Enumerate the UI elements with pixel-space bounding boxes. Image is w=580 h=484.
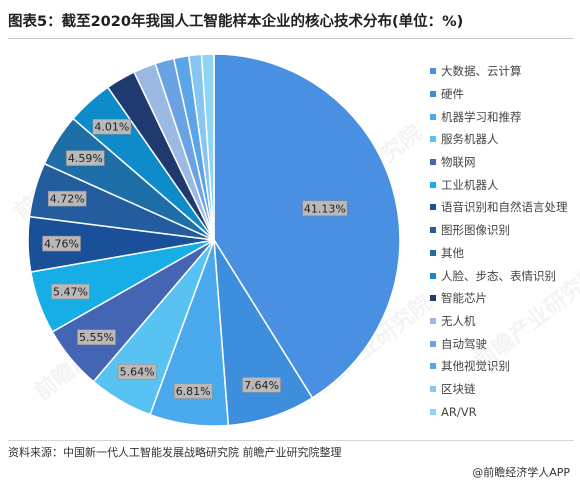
legend-swatch bbox=[430, 249, 436, 256]
data-label-box bbox=[77, 329, 116, 345]
title-divider bbox=[8, 38, 574, 39]
data-label-text: 4.72% bbox=[50, 193, 85, 206]
data-label: 7.64% bbox=[242, 377, 281, 393]
data-label-box bbox=[117, 363, 157, 380]
data-label-text: 5.55% bbox=[79, 331, 114, 344]
data-label: 5.64% bbox=[117, 363, 157, 380]
legend-label: 区块链 bbox=[441, 381, 476, 396]
legend-swatch bbox=[430, 181, 436, 188]
legend-swatch bbox=[430, 227, 436, 234]
legend-label: 工业机器人 bbox=[441, 177, 499, 192]
data-label: 6.81% bbox=[173, 383, 213, 399]
legend-swatch bbox=[430, 159, 436, 166]
legend-label: 语音识别和自然语言处理 bbox=[441, 200, 568, 215]
data-label-text: 4.59% bbox=[68, 152, 103, 165]
legend-swatch bbox=[430, 408, 436, 415]
legend-item: 物联网 bbox=[430, 151, 580, 174]
legend-swatch bbox=[430, 68, 436, 75]
legend-item: 无人机 bbox=[430, 310, 580, 333]
data-label: 4.59% bbox=[66, 150, 105, 166]
chart-title: 图表5：截至2020年我国人工智能样本企业的核心技术分布(单位：%) bbox=[8, 14, 464, 30]
legend-label: 大数据、云计算 bbox=[441, 64, 522, 79]
data-label-text: 5.64% bbox=[120, 366, 155, 379]
legend-label: 其他 bbox=[441, 245, 464, 260]
data-label-box bbox=[42, 235, 81, 252]
data-label-text: 7.64% bbox=[244, 379, 279, 392]
legend-label: 图形图像识别 bbox=[441, 223, 510, 238]
pie-slice bbox=[200, 53, 215, 241]
legend-swatch bbox=[430, 295, 436, 302]
legend-item: 其他 bbox=[430, 242, 580, 265]
data-label: 4.01% bbox=[92, 118, 132, 135]
legend-swatch bbox=[430, 91, 436, 98]
pie-chart: 41.13% 7.64% 6.81% 5.64% 5.55% 5.47% 4.76% 4.72… bbox=[27, 53, 401, 427]
brand-credit: @前瞻经济学人APP bbox=[472, 466, 570, 479]
data-label: 4.76% bbox=[42, 235, 81, 252]
data-label-box bbox=[242, 377, 281, 393]
legend-label: 硬件 bbox=[441, 87, 464, 102]
legend-swatch bbox=[430, 136, 436, 143]
legend-item: 图形图像识别 bbox=[430, 219, 580, 242]
data-label-text: 5.47% bbox=[53, 286, 88, 299]
data-label: 5.47% bbox=[51, 283, 90, 300]
data-label-box bbox=[92, 118, 132, 135]
data-label-box bbox=[173, 383, 213, 399]
legend-swatch bbox=[430, 385, 436, 392]
data-label-box bbox=[66, 150, 105, 166]
legend-item: 自动驾驶 bbox=[430, 332, 580, 355]
legend-item: 区块链 bbox=[430, 378, 580, 401]
legend-label: 其他视觉识别 bbox=[441, 359, 510, 374]
data-label: 5.55% bbox=[77, 329, 116, 345]
legend-item: 人脸、步态、表情识别 bbox=[430, 264, 580, 287]
legend-swatch bbox=[430, 113, 436, 120]
legend-label: 无人机 bbox=[441, 313, 476, 328]
footer-divider bbox=[8, 440, 574, 441]
legend-item: AR/VR bbox=[430, 400, 580, 423]
data-label: 41.13% bbox=[302, 200, 348, 217]
legend-label: 机器学习和推荐 bbox=[441, 109, 522, 124]
data-label-text: 4.76% bbox=[44, 238, 79, 251]
data-label-box bbox=[51, 283, 90, 300]
data-label: 4.72% bbox=[47, 190, 87, 207]
legend-swatch bbox=[430, 272, 436, 279]
legend-item: 语音识别和自然语言处理 bbox=[430, 196, 580, 219]
source-note: 资料来源：中国新一代人工智能发展战略研究院 前瞻产业研究院整理 bbox=[8, 446, 342, 459]
legend-item: 大数据、云计算 bbox=[430, 60, 580, 83]
legend-item: 智能芯片 bbox=[430, 287, 580, 310]
chart-legend: 大数据、云计算 硬件机器学习和推荐 服务机器人物联网工业机器人语音识别和自然语言处理… bbox=[430, 60, 580, 423]
legend-label: 智能芯片 bbox=[441, 291, 487, 306]
pie-slice bbox=[213, 53, 401, 399]
legend-label: AR/VR bbox=[441, 404, 477, 419]
legend-item: 硬件 bbox=[430, 83, 580, 106]
legend-label: 物联网 bbox=[441, 155, 476, 170]
legend-swatch bbox=[430, 363, 436, 370]
legend-swatch bbox=[430, 340, 436, 347]
data-label-text: 4.01% bbox=[94, 121, 129, 134]
legend-item: 其他视觉识别 bbox=[430, 355, 580, 378]
legend-item: 服务机器人 bbox=[430, 128, 580, 151]
legend-label: 人脸、步态、表情识别 bbox=[441, 268, 556, 283]
legend-label: 服务机器人 bbox=[441, 132, 499, 147]
legend-label: 自动驾驶 bbox=[441, 336, 487, 351]
data-label-text: 41.13% bbox=[304, 202, 346, 215]
legend-item: 工业机器人 bbox=[430, 173, 580, 196]
data-label-box bbox=[47, 190, 87, 207]
data-label-text: 6.81% bbox=[176, 385, 211, 398]
legend-swatch bbox=[430, 204, 436, 211]
data-label-box bbox=[302, 200, 348, 217]
legend-swatch bbox=[430, 317, 436, 324]
legend-item: 机器学习和推荐 bbox=[430, 105, 580, 128]
